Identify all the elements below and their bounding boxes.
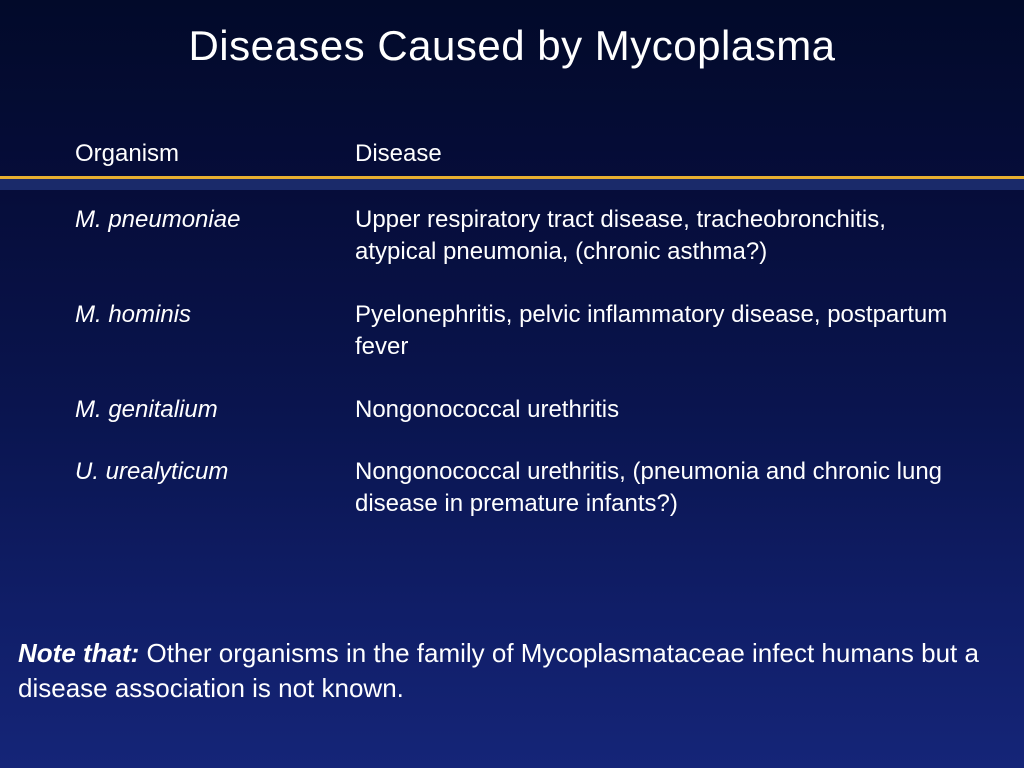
- table-row: M. hominis Pyelonephritis, pelvic inflam…: [75, 299, 949, 364]
- page-title: Diseases Caused by Mycoplasma: [0, 0, 1024, 70]
- organism-cell: M. pneumoniae: [75, 204, 355, 269]
- disease-cell: Nongonococcal urethritis, (pneumonia and…: [355, 456, 949, 521]
- organism-cell: M. hominis: [75, 299, 355, 364]
- footnote-label: Note that:: [18, 638, 139, 668]
- table-row: U. urealyticum Nongonococcal urethritis,…: [75, 456, 949, 521]
- column-header-disease: Disease: [355, 140, 949, 168]
- table-row: M. pneumoniae Upper respiratory tract di…: [75, 204, 949, 269]
- slide: Diseases Caused by Mycoplasma Organism D…: [0, 0, 1024, 768]
- table-header-row: Organism Disease: [0, 140, 1024, 176]
- header-rule: [0, 176, 1024, 190]
- column-header-organism: Organism: [75, 140, 355, 168]
- organism-cell: M. genitalium: [75, 394, 355, 426]
- disease-table: Organism Disease M. pneumoniae Upper res…: [0, 140, 1024, 521]
- organism-cell: U. urealyticum: [75, 456, 355, 521]
- footnote-text: Other organisms in the family of Mycopla…: [18, 638, 979, 703]
- disease-cell: Upper respiratory tract disease, tracheo…: [355, 204, 949, 269]
- footnote: Note that: Other organisms in the family…: [18, 636, 984, 706]
- table-row: M. genitalium Nongonococcal urethritis: [75, 394, 949, 426]
- table-body: M. pneumoniae Upper respiratory tract di…: [0, 190, 1024, 521]
- disease-cell: Nongonococcal urethritis: [355, 394, 949, 426]
- disease-cell: Pyelonephritis, pelvic inflammatory dise…: [355, 299, 949, 364]
